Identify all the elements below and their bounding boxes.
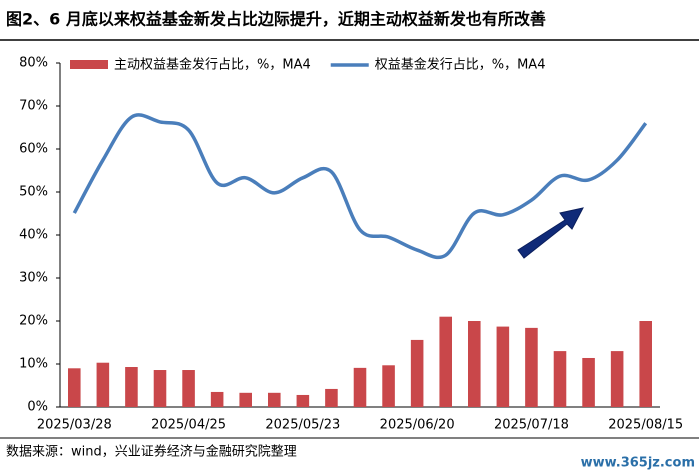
bar <box>610 351 624 407</box>
bar <box>296 394 310 407</box>
x-tick-label: 2025/05/23 <box>265 418 340 433</box>
chart-title: 图2、6 月底以来权益基金新发占比边际提升，近期主动权益新发也有所改善 <box>6 10 546 29</box>
source-note: 数据来源：wind，兴业证券经济与金融研究院整理 <box>6 444 297 460</box>
bar <box>325 388 338 407</box>
y-tick-label: 50% <box>19 185 48 200</box>
bar <box>239 392 252 407</box>
bar <box>210 391 224 407</box>
bar <box>525 327 538 407</box>
x-tick-label: 2025/07/18 <box>494 418 569 433</box>
bar <box>582 357 595 407</box>
bar <box>410 339 424 407</box>
bar <box>496 326 510 407</box>
y-tick-label: 60% <box>19 142 48 157</box>
legend-label: 权益基金发行占比，%，MA4 <box>375 57 546 73</box>
x-tick-label: 2025/04/25 <box>151 418 226 433</box>
y-tick-label: 20% <box>19 314 48 329</box>
x-tick-label: 2025/03/28 <box>37 418 112 433</box>
legend-label: 主动权益基金发行占比，%，MA4 <box>114 57 311 73</box>
y-tick-label: 70% <box>19 99 48 114</box>
y-tick-label: 0% <box>27 400 48 415</box>
bar <box>553 351 567 407</box>
trend-arrow <box>517 207 584 259</box>
bar <box>353 367 367 407</box>
bar <box>96 362 110 407</box>
y-tick-label: 10% <box>19 357 48 372</box>
y-tick-label: 80% <box>19 56 48 71</box>
line <box>72 113 648 260</box>
y-tick-label: 40% <box>19 228 48 243</box>
y-tick-label: 30% <box>19 271 48 286</box>
x-tick-label: 2025/08/15 <box>608 418 683 433</box>
bar <box>468 321 481 407</box>
bar <box>439 316 452 407</box>
bar <box>125 367 138 407</box>
bar <box>182 370 195 407</box>
bar <box>268 392 281 407</box>
legend-swatch <box>70 60 108 69</box>
bar <box>639 321 652 407</box>
bar <box>382 365 395 407</box>
x-tick-label: 2025/06/20 <box>380 418 455 433</box>
watermark: www.365jz.com <box>581 456 695 471</box>
bar <box>68 368 81 407</box>
bar <box>153 370 167 407</box>
